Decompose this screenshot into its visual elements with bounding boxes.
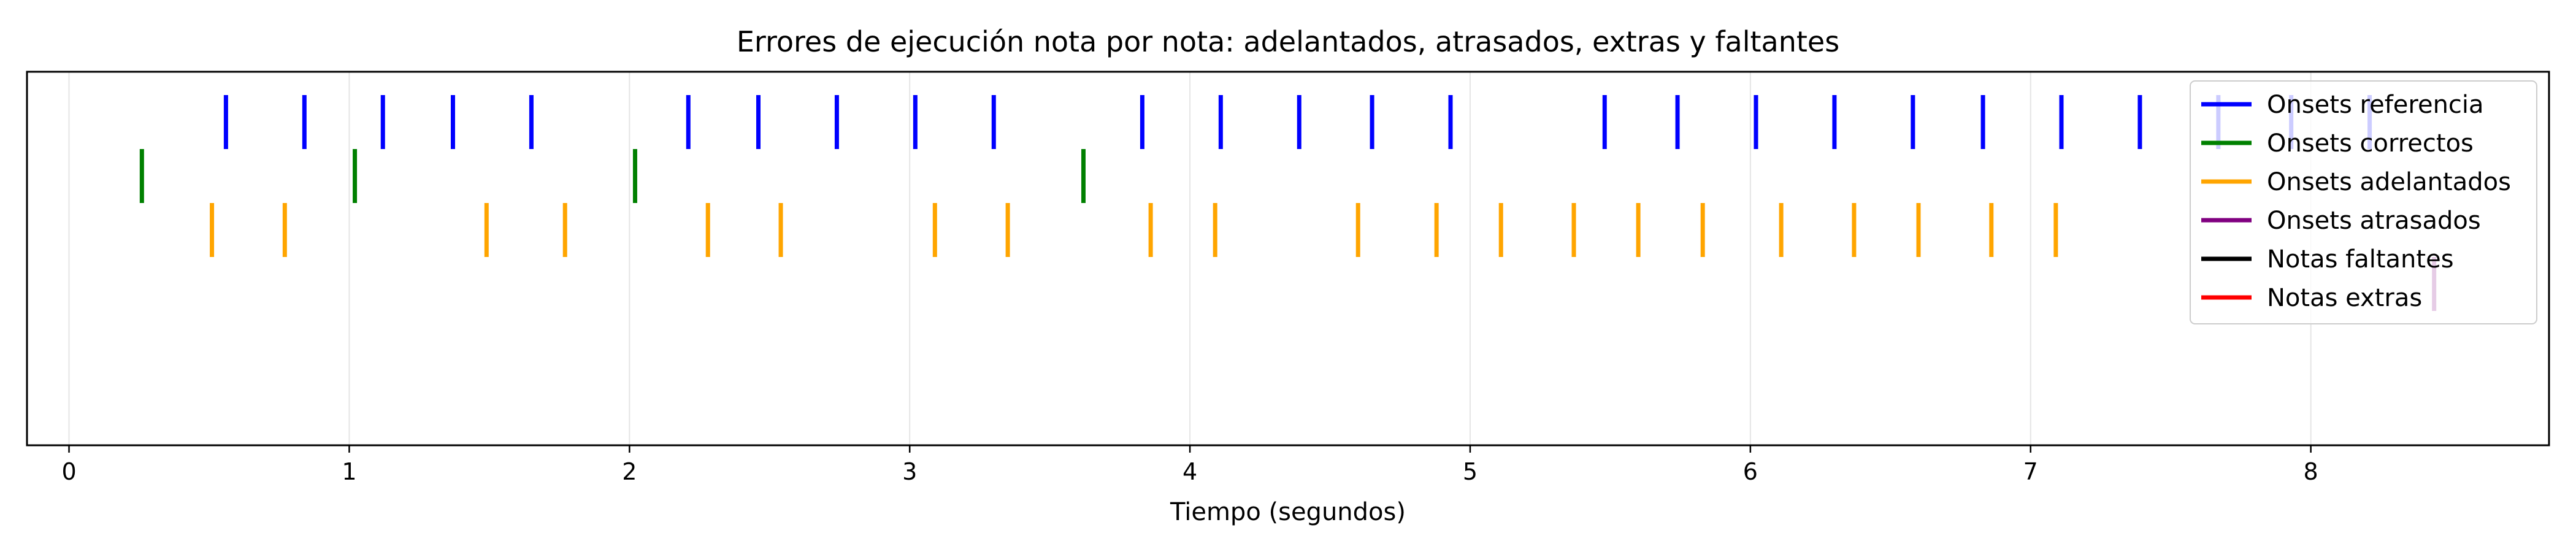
x-axis-label: Tiempo (segundos) — [1170, 498, 1406, 526]
x-tick-label-4: 4 — [1183, 458, 1197, 485]
legend-label-4: Notas faltantes — [2267, 245, 2454, 274]
series-0 — [223, 95, 2372, 149]
x-tick-label-5: 5 — [1463, 458, 1478, 485]
plot-frame — [26, 71, 2550, 447]
legend-label-1: Onsets correctos — [2267, 129, 2474, 158]
x-axis-ticks: 0 1 2 3 4 5 6 7 8 — [61, 445, 2318, 485]
legend: Onsets referencia Onsets correctos Onsets … — [2190, 80, 2537, 324]
legend-label-3: Onsets atrasados — [2267, 207, 2481, 235]
x-tick-label-6: 6 — [1743, 458, 1758, 485]
x-tick-label-2: 2 — [622, 458, 637, 485]
x-tick-label-8: 8 — [2304, 458, 2318, 485]
x-tick-label-1: 1 — [342, 458, 356, 485]
legend-label-5: Notas extras — [2267, 284, 2422, 312]
series-2 — [210, 203, 2058, 257]
legend-box — [2190, 80, 2537, 324]
event-marks — [139, 95, 2437, 311]
x-tick-label-7: 7 — [2023, 458, 2038, 485]
x-tick-label-3: 3 — [902, 458, 917, 485]
chart-title: Errores de ejecución nota por nota: adel… — [737, 25, 1839, 58]
series-1 — [139, 149, 1086, 203]
x-tick-label-0: 0 — [61, 458, 76, 485]
legend-label-2: Onsets adelantados — [2267, 168, 2511, 196]
legend-label-0: Onsets referencia — [2267, 91, 2484, 119]
x-gridlines — [68, 72, 2312, 445]
